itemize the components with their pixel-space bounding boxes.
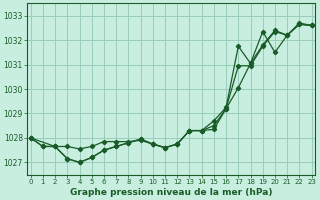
- X-axis label: Graphe pression niveau de la mer (hPa): Graphe pression niveau de la mer (hPa): [70, 188, 272, 197]
